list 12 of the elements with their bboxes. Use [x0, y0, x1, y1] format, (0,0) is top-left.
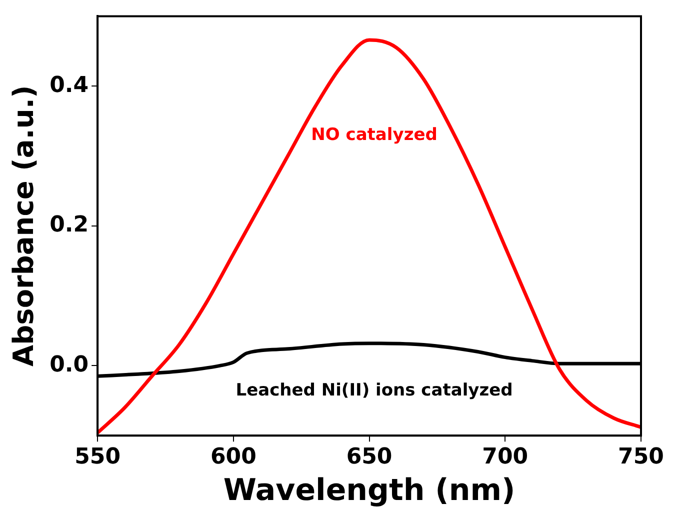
- x-axis-title: Wavelength (nm): [223, 472, 516, 508]
- y-tick-label: 0.0: [50, 352, 89, 378]
- x-tick-label: 550: [74, 444, 121, 470]
- series-label: NO catalyzed: [311, 124, 438, 145]
- y-tick-label: 0.4: [50, 72, 89, 98]
- y-tick-label: 0.2: [50, 212, 89, 238]
- series-label: Leached Ni(II) ions catalyzed: [236, 380, 513, 400]
- y-axis-title: Absorbance (a.u.): [7, 85, 40, 367]
- x-tick-label: 650: [346, 444, 392, 470]
- x-tick-label: 700: [482, 444, 528, 470]
- x-tick-label: 600: [210, 444, 256, 470]
- x-tick-label: 750: [618, 444, 664, 470]
